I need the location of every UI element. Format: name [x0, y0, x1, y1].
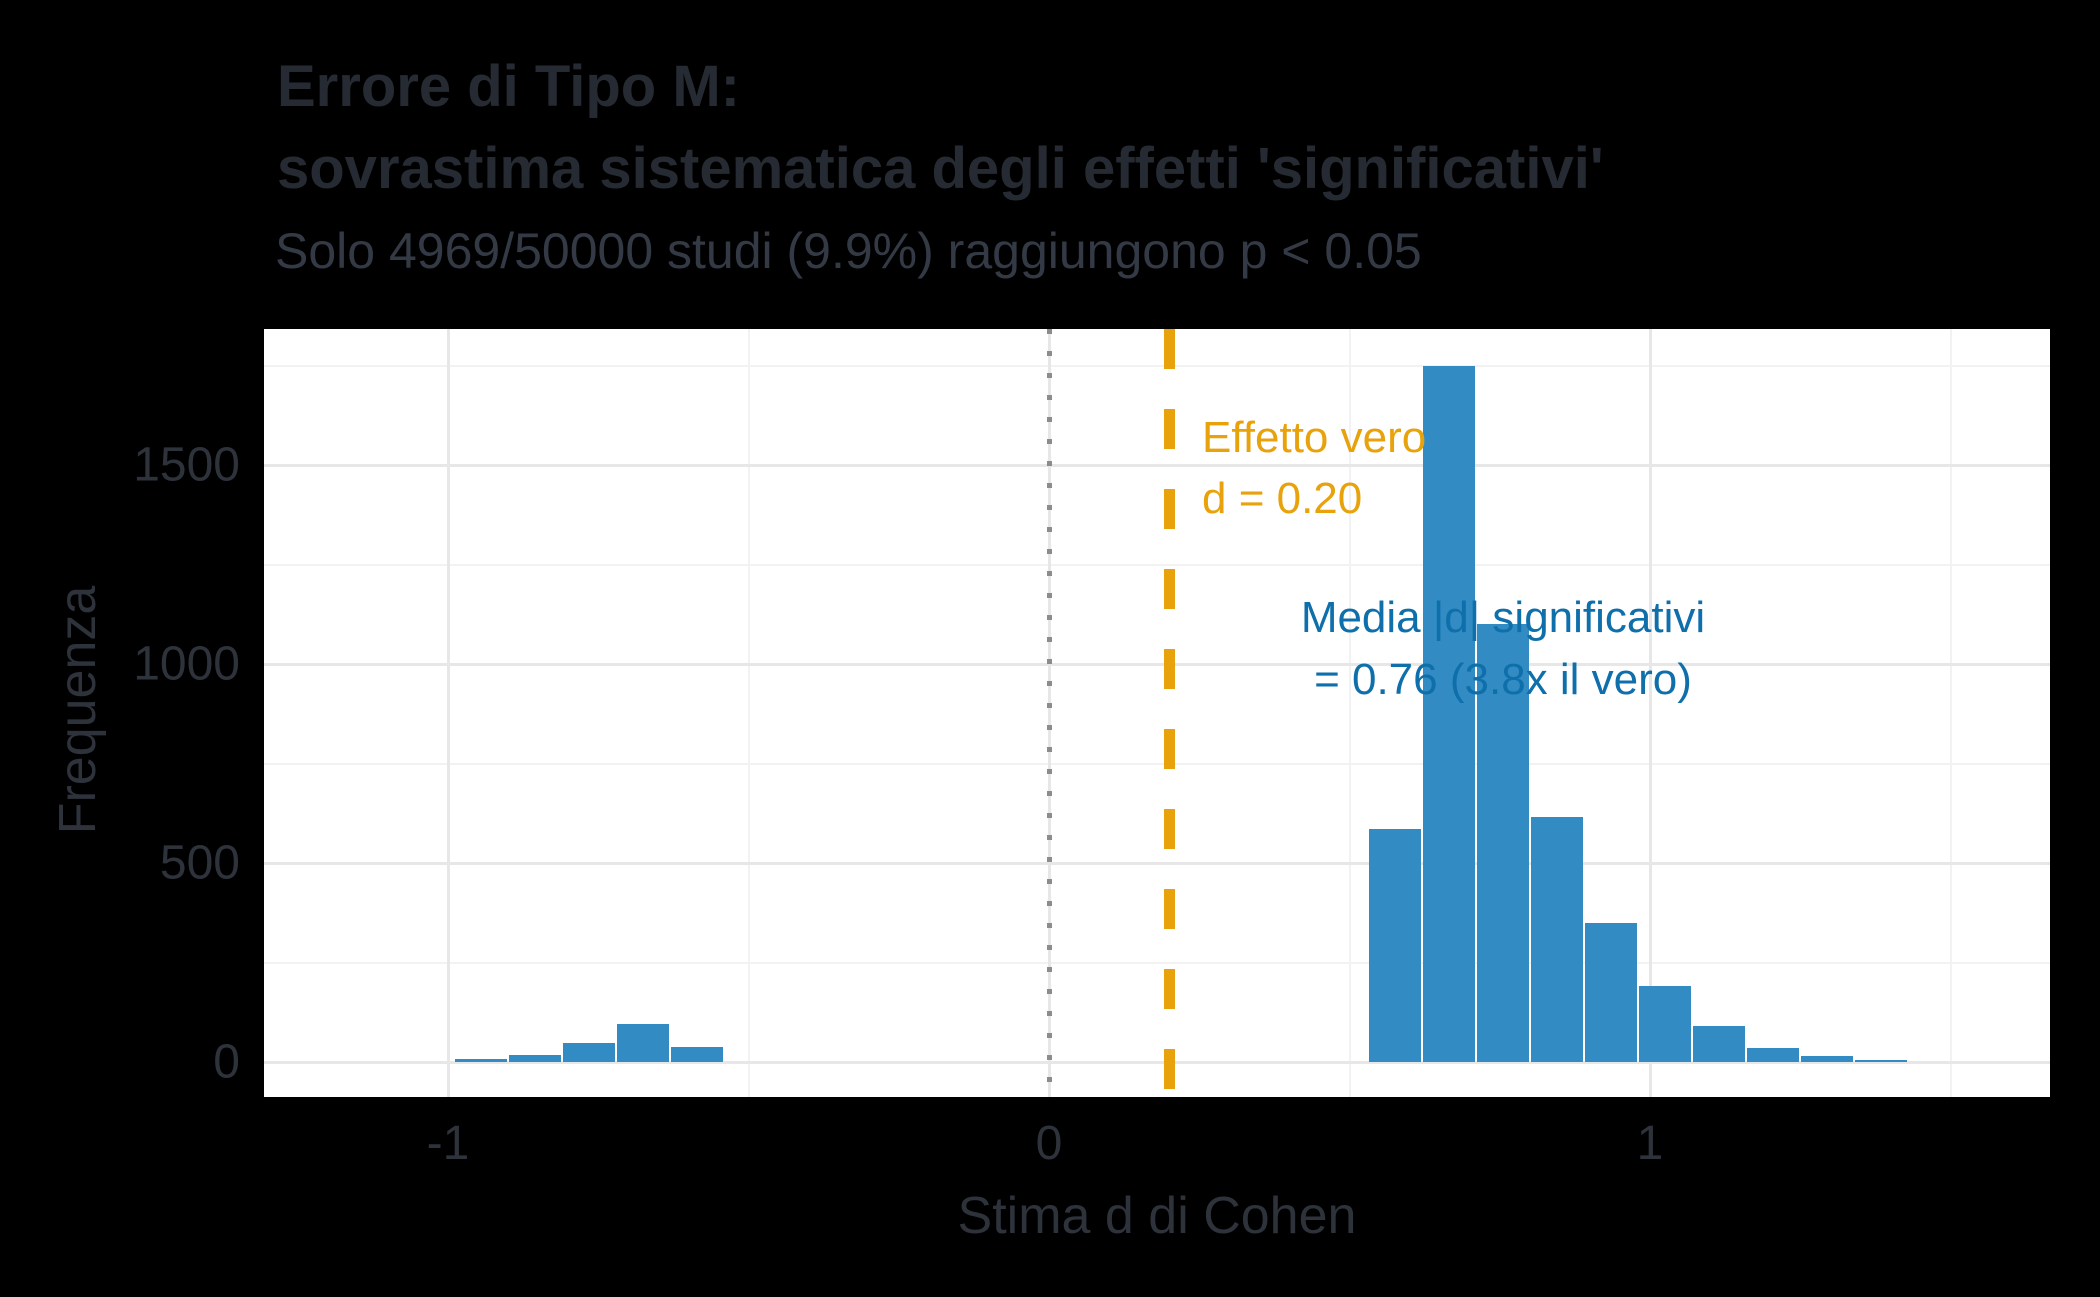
x-gridline-major [446, 329, 450, 1097]
x-tick-label: -1 [426, 1117, 470, 1170]
histogram-bar [509, 1054, 562, 1062]
y-tick-label: 1500 [133, 438, 240, 492]
histogram-bar [617, 1024, 670, 1062]
x-gridline-major [1648, 329, 1652, 1097]
x-tick-label: 0 [1035, 1117, 1063, 1170]
chart-title: Errore di Tipo M: sovrastima sistematica… [277, 46, 1604, 210]
true-effect-line [1163, 329, 1175, 1097]
histogram-bar [1422, 365, 1475, 1062]
histogram-bar [1584, 922, 1637, 1062]
histogram-bar [1368, 829, 1421, 1062]
x-axis-title: Stima d di Cohen [957, 1187, 1357, 1245]
y-gridline-major [264, 463, 2050, 467]
y-gridline-major [264, 861, 2050, 865]
x-gridline-minor [1949, 329, 1952, 1097]
x-gridline-minor [747, 329, 750, 1097]
y-gridline-minor [264, 364, 2050, 367]
chart-title-line2: sovrastima sistematica degli effetti 'si… [277, 136, 1604, 201]
histogram-bar [1747, 1048, 1800, 1062]
y-axis-title: Frequenza [49, 585, 107, 835]
y-tick-label: 1000 [133, 637, 240, 691]
y-gridline-minor [264, 563, 2050, 566]
histogram-bar [455, 1058, 508, 1062]
histogram-bar [1476, 624, 1529, 1062]
y-gridline-major [264, 662, 2050, 666]
zero-line [1046, 329, 1052, 1097]
histogram-bar [671, 1046, 724, 1062]
chart-title-line1: Errore di Tipo M: [277, 54, 740, 119]
histogram-bar [1801, 1056, 1854, 1062]
y-tick-label: 500 [159, 836, 240, 890]
histogram-bar [563, 1042, 616, 1062]
y-gridline-minor [264, 762, 2050, 765]
mean-significant-annotation-line2: = 0.76 (3.8x il vero) [1314, 655, 1692, 704]
histogram-bar [1638, 986, 1692, 1062]
y-gridline-minor [264, 961, 2050, 964]
x-gridline-minor [1348, 329, 1351, 1097]
mean-significant-annotation-line1: Media |d| significativi [1300, 593, 1706, 642]
histogram-bar [1530, 817, 1583, 1062]
histogram-bar [1693, 1026, 1746, 1062]
true-effect-annotation-line2: d = 0.20 [1202, 474, 1363, 523]
true-effect-annotation: Effetto vero d = 0.20 [1202, 407, 1426, 529]
x-tick-label: 1 [1636, 1117, 1664, 1170]
y-gridline-major [264, 1060, 2050, 1064]
mean-significant-annotation: Media |d| significativi = 0.76 (3.8x il … [1103, 587, 1903, 711]
chart-subtitle: Solo 4969/50000 studi (9.9%) raggiungono… [275, 223, 1422, 279]
true-effect-annotation-line1: Effetto vero [1202, 413, 1427, 462]
plot-panel [264, 329, 2050, 1097]
histogram-bar [1855, 1060, 1908, 1062]
y-tick-label: 0 [213, 1035, 240, 1089]
